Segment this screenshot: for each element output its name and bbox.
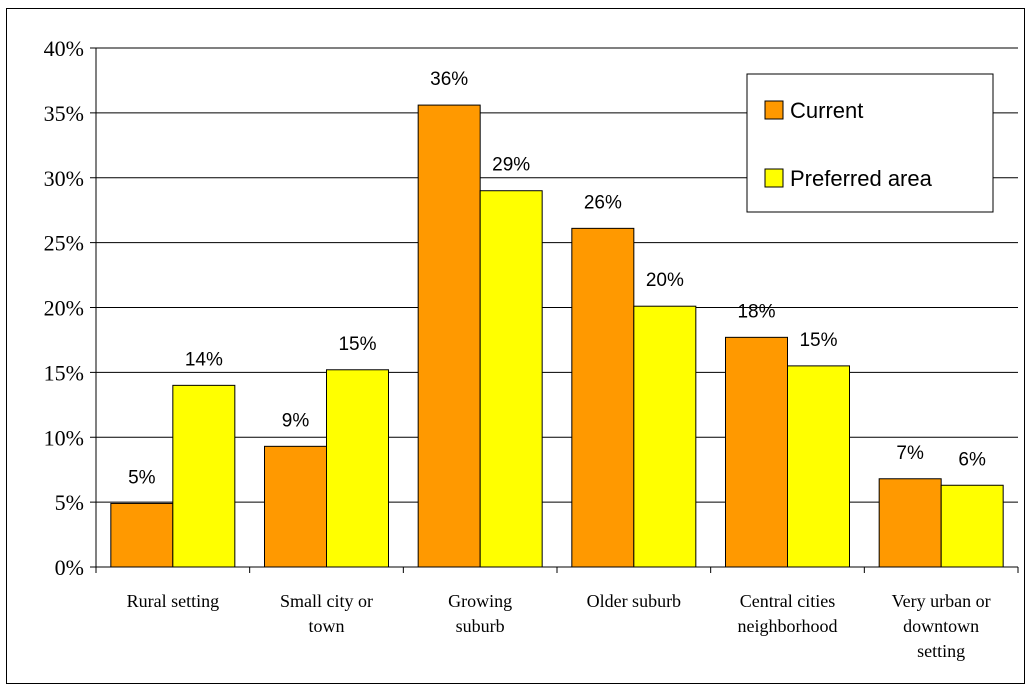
x-tick-label: downtown <box>903 616 979 636</box>
x-tick-label: Central cities <box>740 591 835 611</box>
x-tick-label: Very urban or <box>892 591 991 611</box>
bar-preferred-area <box>940 484 1004 568</box>
data-label: 15% <box>799 330 837 351</box>
data-label: 6% <box>958 449 986 470</box>
legend-swatch <box>764 168 784 188</box>
data-label: 36% <box>430 69 468 90</box>
data-label: 20% <box>646 270 684 291</box>
bar-preferred-area <box>479 190 543 568</box>
x-tick-label: suburb <box>456 616 505 636</box>
legend-label: Preferred area <box>790 166 933 191</box>
data-label: 14% <box>185 349 223 370</box>
bar-current <box>417 104 481 568</box>
y-tick-label: 20% <box>44 296 84 321</box>
y-tick-label: 30% <box>44 166 84 191</box>
data-label: 7% <box>896 443 924 464</box>
legend-label: Current <box>790 98 863 123</box>
data-label: 26% <box>584 192 622 213</box>
y-tick-label: 15% <box>44 360 84 385</box>
y-tick-label: 35% <box>44 101 84 126</box>
data-label: 15% <box>338 334 376 355</box>
bar-current <box>725 336 788 568</box>
bar-preferred-area <box>633 305 697 568</box>
data-label: 29% <box>492 155 530 176</box>
bar-preferred-area <box>326 369 389 568</box>
x-tick-label: Small city or <box>280 591 373 611</box>
data-label: 18% <box>737 301 775 322</box>
data-label: 5% <box>128 467 156 488</box>
bar-current <box>878 478 942 568</box>
y-tick-label: 40% <box>44 36 84 61</box>
x-tick-label: Older suburb <box>587 591 681 611</box>
bar-current <box>571 227 635 568</box>
x-tick-label: neighborhood <box>738 616 838 636</box>
y-tick-label: 25% <box>44 231 84 256</box>
x-tick-label: Growing <box>448 591 512 611</box>
x-tick-label: Rural setting <box>127 591 220 611</box>
y-tick-label: 0% <box>55 555 84 580</box>
legend-box <box>746 73 994 213</box>
bar-preferred-area <box>172 384 236 568</box>
bar-current <box>110 502 174 568</box>
legend-swatch <box>764 100 784 120</box>
y-tick-label: 5% <box>55 490 84 515</box>
y-tick-label: 10% <box>44 425 84 450</box>
bar-current <box>264 445 327 568</box>
data-label: 9% <box>282 410 310 431</box>
bar-preferred-area <box>787 365 850 568</box>
x-tick-label: town <box>309 616 345 636</box>
x-tick-label: setting <box>917 641 965 661</box>
